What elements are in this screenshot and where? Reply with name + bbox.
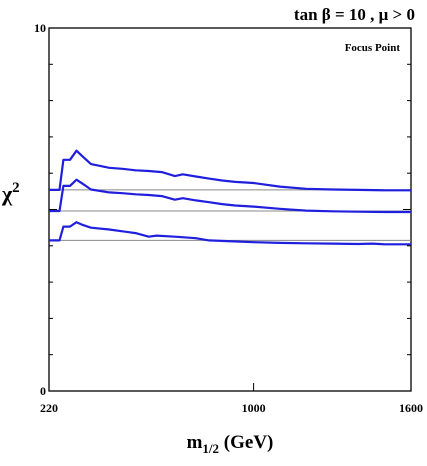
y-tick-label-0: 0 <box>40 384 46 398</box>
x-axis-label-rest: (GeV) <box>219 432 273 453</box>
tick-labels: 0 10 220 1000 1600 <box>34 21 423 415</box>
plot-frame <box>48 27 412 392</box>
series-layer <box>49 149 411 246</box>
y-axis-label: χ2 <box>1 180 20 206</box>
chart-title: tan β = 10 , μ > 0 <box>294 5 415 24</box>
x-axis-label-sub: 1/2 <box>202 441 219 456</box>
focus-point-annotation: Focus Point <box>345 42 401 54</box>
x-tick-label-1600: 1600 <box>399 401 423 415</box>
y-tick-label-10: 10 <box>34 21 46 35</box>
reference-lines <box>49 189 411 241</box>
x-axis-label: m1/2 (GeV) <box>187 432 274 456</box>
x-axis-label-main: m <box>187 432 203 453</box>
x-tick-label-1000: 1000 <box>242 401 266 415</box>
axis-ticks <box>48 27 412 392</box>
y-axis-label-sup: 2 <box>12 180 20 196</box>
series-line-3 <box>49 221 411 246</box>
x-tick-label-220: 220 <box>40 401 58 415</box>
series-line-1 <box>49 149 411 192</box>
series-line-2 <box>49 178 411 214</box>
y-axis-label-main: χ <box>1 181 13 206</box>
